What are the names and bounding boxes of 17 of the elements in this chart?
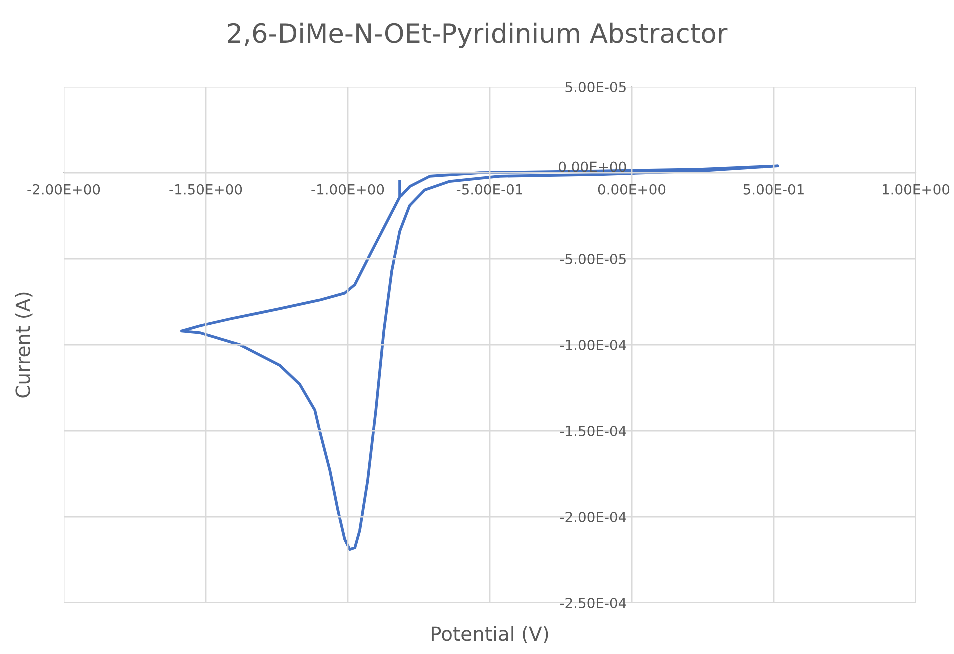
x-tick-label: 0.00E+00 xyxy=(598,184,666,195)
x-tick-label: 1.00E+00 xyxy=(883,184,950,195)
y-tick-label: -1.50E-04 xyxy=(560,426,626,436)
x-tick-label: -1.00E+00 xyxy=(312,184,384,195)
x-tick-label: -1.50E+00 xyxy=(170,184,242,195)
x-tick-label: 5.00E-01 xyxy=(744,184,804,195)
y-tick-label: -2.00E-04 xyxy=(560,512,626,522)
x-tick-label: -5.00E-01 xyxy=(456,184,522,195)
y-tick-label: 5.00E-05 xyxy=(566,82,626,92)
y-axis-title: Current (A) xyxy=(15,292,33,398)
x-tick-label: -2.00E+00 xyxy=(28,184,100,195)
x-axis-title: Potential (V) xyxy=(432,626,548,644)
y-tick-label: -1.00E-04 xyxy=(560,340,626,350)
y-tick-label: 0.00E+00 xyxy=(559,162,626,172)
y-tick-label: -2.50E-04 xyxy=(560,598,626,608)
y-tick-label: -5.00E-05 xyxy=(560,254,626,264)
chart-title: 2,6-DiMe-N-OEt-Pyridinium Abstractor xyxy=(228,22,728,48)
